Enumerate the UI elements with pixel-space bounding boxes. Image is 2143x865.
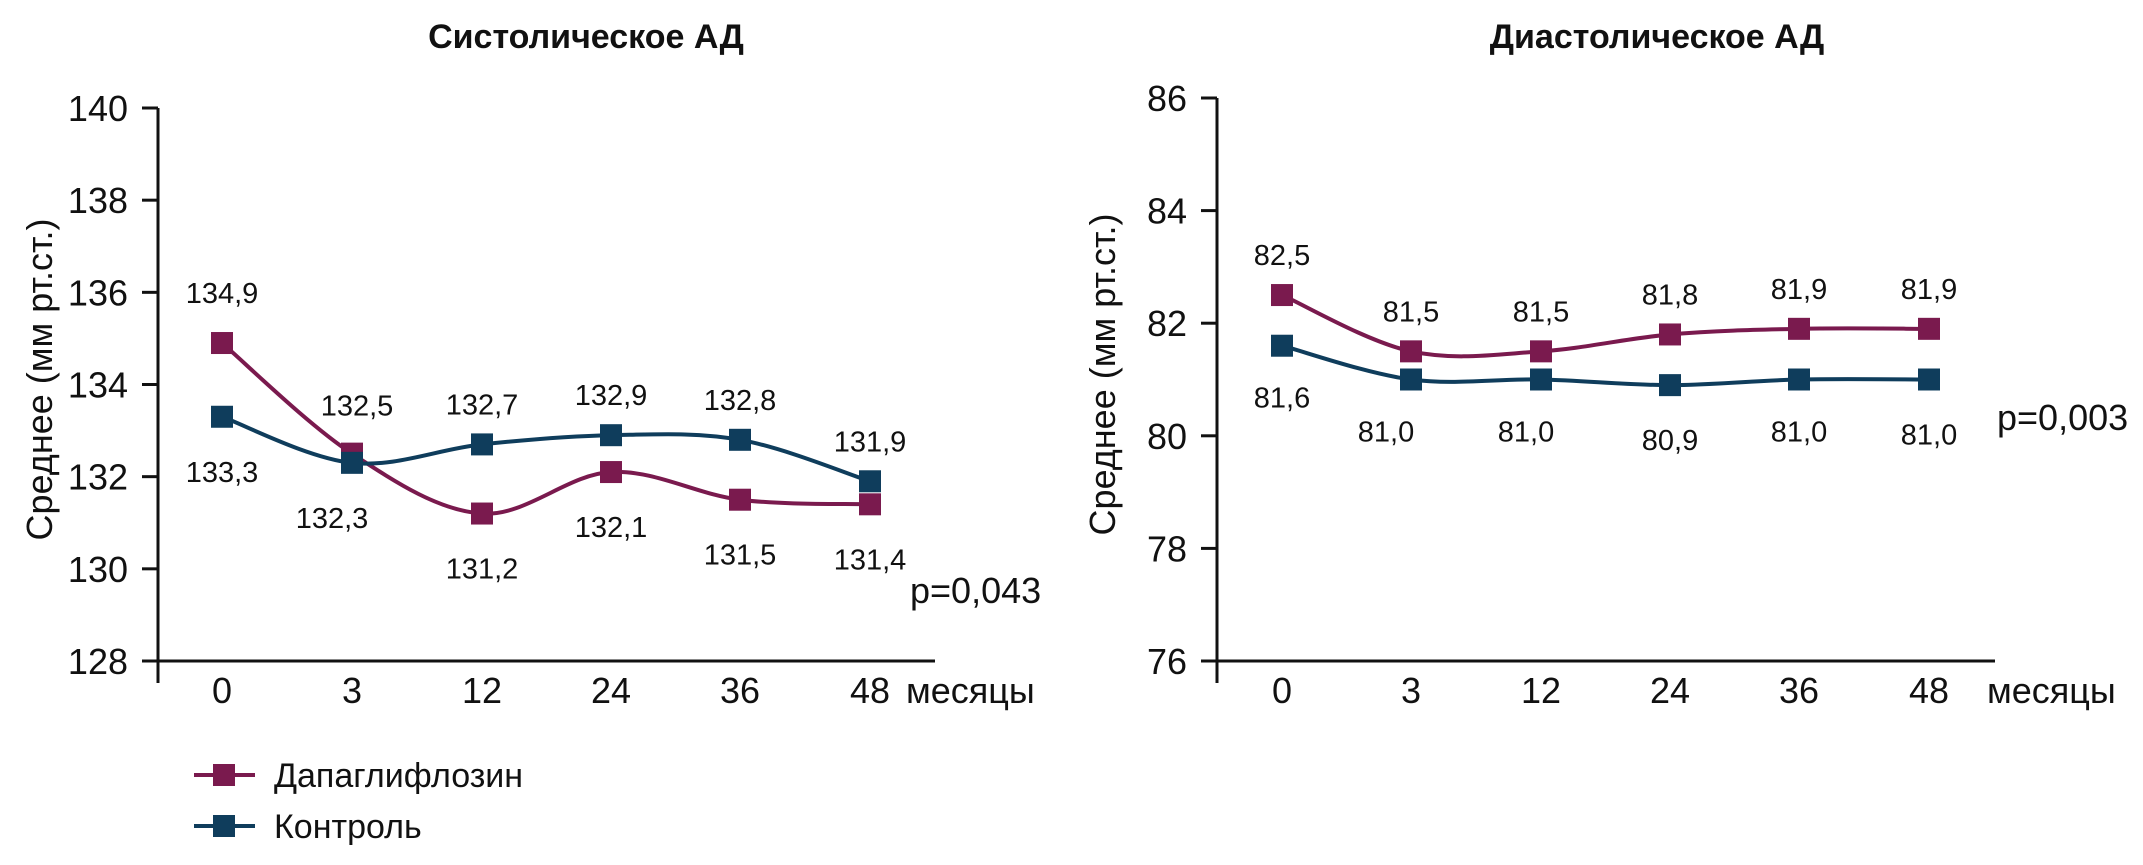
x-tick-label: 12 bbox=[1521, 670, 1561, 711]
data-label: 132,3 bbox=[296, 503, 369, 535]
data-point-marker bbox=[729, 428, 751, 451]
y-tick-label: 128 bbox=[68, 641, 128, 682]
data-point-marker bbox=[859, 470, 881, 493]
data-label: 131,2 bbox=[446, 554, 519, 586]
data-label: 82,5 bbox=[1254, 240, 1310, 272]
y-tick-label: 76 bbox=[1147, 641, 1187, 682]
data-point-marker bbox=[211, 405, 233, 428]
data-label: 133,3 bbox=[186, 457, 259, 489]
data-label: 132,8 bbox=[704, 385, 777, 417]
data-point-marker bbox=[729, 488, 751, 511]
legend: Дапаглифлозин Контроль bbox=[194, 757, 523, 846]
y-tick-label: 82 bbox=[1147, 303, 1187, 344]
data-point-marker bbox=[600, 424, 622, 447]
y-axis-label: Среднее (мм рт.ст.) bbox=[1082, 214, 1123, 536]
data-point-marker bbox=[1400, 340, 1422, 363]
y-tick-label: 140 bbox=[68, 88, 128, 129]
data-label: 81,5 bbox=[1513, 296, 1569, 328]
data-point-marker bbox=[600, 461, 622, 484]
data-point-marker bbox=[1918, 317, 1940, 340]
data-label: 132,9 bbox=[575, 380, 648, 412]
data-label: 81,8 bbox=[1642, 279, 1698, 311]
data-point-marker bbox=[1659, 374, 1681, 397]
data-point-marker bbox=[1918, 368, 1940, 391]
x-tick-label: 3 bbox=[1401, 670, 1421, 711]
y-tick-label: 78 bbox=[1147, 528, 1187, 569]
data-label: 81,6 bbox=[1254, 383, 1310, 415]
y-axis-label: Среднее (мм рт.ст.) bbox=[19, 219, 60, 541]
data-label: 81,0 bbox=[1901, 420, 1957, 452]
data-point-marker bbox=[1400, 368, 1422, 391]
x-tick-label: 48 bbox=[1909, 670, 1949, 711]
data-label: 131,5 bbox=[704, 540, 777, 572]
x-axis-label: месяцы bbox=[1987, 670, 2116, 711]
series-line-control bbox=[1281, 343, 1930, 388]
legend-square-marker-icon bbox=[213, 764, 235, 786]
y-tick-label: 80 bbox=[1147, 416, 1187, 457]
y-tick-label: 132 bbox=[68, 457, 128, 498]
data-point-marker bbox=[1659, 323, 1681, 346]
y-tick-label: 134 bbox=[68, 365, 128, 406]
x-tick-label: 3 bbox=[342, 670, 362, 711]
x-tick-label: 24 bbox=[591, 670, 631, 711]
y-tick-label: 136 bbox=[68, 272, 128, 313]
data-label: 81,0 bbox=[1358, 417, 1414, 449]
legend-label: Контроль bbox=[274, 808, 422, 846]
data-point-marker bbox=[471, 502, 493, 525]
data-label: 81,0 bbox=[1498, 417, 1554, 449]
chart-title: Диастолическое АД bbox=[1490, 18, 1824, 56]
data-label: 80,9 bbox=[1642, 425, 1698, 457]
data-point-marker bbox=[859, 493, 881, 516]
x-tick-label: 0 bbox=[212, 670, 232, 711]
data-point-marker bbox=[1271, 334, 1293, 357]
x-axis-label: месяцы bbox=[906, 670, 1035, 711]
diastolic-chart: Диастолическое АД 76 78 80 82 84 86 0 3 12 24 36 48 м… bbox=[1082, 18, 2128, 711]
y-tick-label: 138 bbox=[68, 180, 128, 221]
legend-label: Дапаглифлозин bbox=[274, 757, 523, 795]
data-label: 132,1 bbox=[575, 512, 648, 544]
data-point-marker bbox=[1530, 340, 1552, 363]
data-label: 132,7 bbox=[446, 389, 519, 421]
data-label: 132,5 bbox=[321, 391, 394, 423]
data-point-marker bbox=[1271, 284, 1293, 307]
data-point-marker bbox=[471, 433, 493, 456]
y-tick-label: 130 bbox=[68, 549, 128, 590]
data-point-marker bbox=[1788, 368, 1810, 391]
data-label: 131,9 bbox=[834, 426, 907, 458]
series-line-dapagliflozin bbox=[1281, 293, 1930, 359]
y-tick-label: 84 bbox=[1147, 191, 1187, 232]
data-label: 81,9 bbox=[1771, 274, 1827, 306]
data-label: 81,0 bbox=[1771, 417, 1827, 449]
data-label: 81,9 bbox=[1901, 274, 1957, 306]
x-tick-label: 48 bbox=[850, 670, 890, 711]
data-point-marker bbox=[1530, 368, 1552, 391]
p-value-annotation: p=0,003 bbox=[1997, 397, 2128, 438]
series-line-control bbox=[221, 414, 871, 484]
chart-title: Систолическое АД bbox=[428, 18, 744, 56]
data-label: 81,5 bbox=[1383, 296, 1439, 328]
systolic-chart: Систолическое АД 128 130 132 134 136 138 140 0 3 1… bbox=[19, 18, 1041, 711]
x-tick-label: 36 bbox=[720, 670, 760, 711]
data-label: 134,9 bbox=[186, 278, 259, 310]
x-tick-label: 0 bbox=[1272, 670, 1292, 711]
series-line-dapagliflozin bbox=[220, 341, 871, 516]
data-point-marker bbox=[211, 332, 233, 355]
x-tick-label: 12 bbox=[462, 670, 502, 711]
x-tick-label: 36 bbox=[1779, 670, 1819, 711]
data-label: 131,4 bbox=[834, 544, 907, 576]
x-tick-label: 24 bbox=[1650, 670, 1690, 711]
data-point-marker bbox=[1788, 317, 1810, 340]
data-point-marker bbox=[341, 451, 363, 474]
y-tick-label: 86 bbox=[1147, 78, 1187, 119]
legend-square-marker-icon bbox=[213, 815, 235, 837]
p-value-annotation: p=0,043 bbox=[910, 570, 1041, 611]
